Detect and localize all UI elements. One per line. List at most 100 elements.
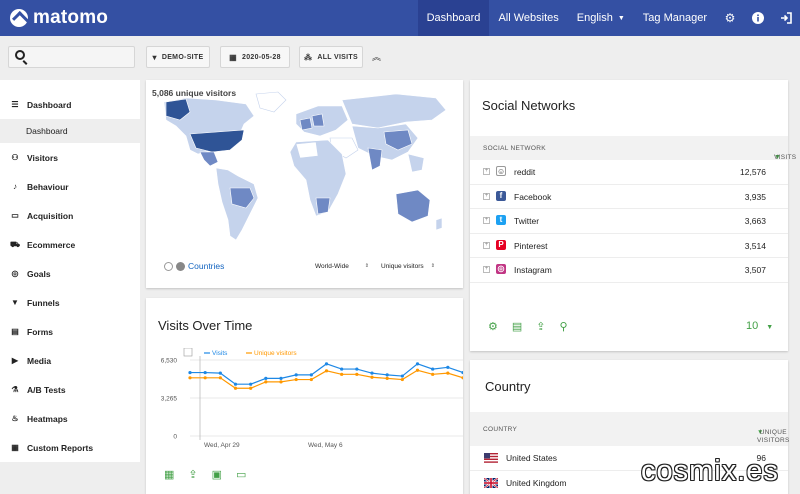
data-point[interactable] <box>415 368 420 372</box>
date-selector[interactable]: ▦ 2020-05-28 <box>220 46 290 68</box>
matomo-logo[interactable]: matomo <box>10 0 108 36</box>
data-point[interactable] <box>309 373 313 377</box>
search-icon[interactable]: ⚲ <box>559 321 568 333</box>
gear-icon[interactable]: ⚙ <box>488 321 498 333</box>
image-icon[interactable]: ▣ <box>211 469 223 481</box>
data-point[interactable] <box>446 371 450 375</box>
data-point[interactable] <box>355 372 359 376</box>
nav-all-websites[interactable]: All Websites <box>498 12 559 24</box>
data-point[interactable] <box>431 367 435 371</box>
table-row[interactable]: + f Facebook 3,935 <box>470 185 788 209</box>
data-point[interactable] <box>203 376 207 380</box>
data-point[interactable] <box>279 376 283 380</box>
region-select[interactable]: World-Wide ⇕ <box>312 260 372 272</box>
collapse-icon[interactable]: ︽ <box>372 52 382 62</box>
sidebar-item-custom-reports[interactable]: ▦ Custom Reports <box>0 433 140 462</box>
binoculars-icon: ⚇ <box>11 153 19 162</box>
legend-label[interactable]: Unique visitors <box>254 350 297 357</box>
site-selector[interactable]: ▾ DEMO-SITE <box>146 46 210 68</box>
table-row[interactable]: + ☺ reddit 12,576 <box>470 160 788 185</box>
sidebar-item-heatmaps[interactable]: ♨ Heatmaps <box>0 404 140 433</box>
expand-row-icon[interactable]: + <box>483 168 490 175</box>
data-point[interactable] <box>218 371 222 375</box>
export-icon[interactable]: ⇪ <box>188 469 198 481</box>
sign-out-icon[interactable] <box>772 0 800 36</box>
country-widget: Country COUNTRY ▼ UNIQUE VISITORS United… <box>470 360 789 494</box>
data-point[interactable] <box>203 370 207 375</box>
data-point[interactable] <box>264 376 268 380</box>
data-point[interactable] <box>188 370 192 375</box>
form-icon: ▤ <box>11 327 19 336</box>
sidebar-item-media[interactable]: ▶ Media <box>0 346 140 375</box>
chart-options-icon[interactable] <box>183 348 193 357</box>
data-point[interactable] <box>294 377 298 382</box>
table-row[interactable]: + ◎ Instagram 3,507 <box>470 258 788 283</box>
data-point[interactable] <box>233 386 238 390</box>
sidebar-item-goals[interactable]: ◎ Goals <box>0 259 140 288</box>
data-point[interactable] <box>264 380 268 384</box>
calendar-icon[interactable]: ▦ <box>164 469 175 481</box>
data-point[interactable] <box>249 382 253 386</box>
table-icon[interactable]: ▤ <box>511 321 523 333</box>
column-header-country[interactable]: COUNTRY <box>483 426 518 433</box>
data-point[interactable] <box>385 376 389 380</box>
data-point[interactable] <box>309 377 313 382</box>
comment-icon[interactable]: ▭ <box>236 469 247 481</box>
column-header-social-network[interactable]: SOCIAL NETWORK <box>483 145 546 152</box>
table-row[interactable]: + P Pinterest 3,514 <box>470 234 788 258</box>
expand-row-icon[interactable]: + <box>483 192 490 200</box>
data-point[interactable] <box>324 362 329 366</box>
nav-tag-manager[interactable]: Tag Manager <box>642 12 707 24</box>
table-row[interactable]: United Kingdom <box>470 471 788 494</box>
data-point[interactable] <box>431 372 435 376</box>
sidebar-item-behaviour[interactable]: ♪ Behaviour <box>0 172 140 201</box>
data-point[interactable] <box>233 382 238 386</box>
nav-language-select[interactable]: English ▼ <box>568 0 634 36</box>
data-point[interactable] <box>249 386 253 390</box>
countries-link[interactable]: Countries <box>164 261 224 271</box>
data-point[interactable] <box>294 373 298 377</box>
data-point[interactable] <box>370 371 374 375</box>
data-point[interactable] <box>400 377 404 382</box>
visits-line-chart[interactable]: 6,530 3,265 0 Wed, Apr 29 Wed, May 6 Visits Un… <box>146 348 463 494</box>
expand-row-icon[interactable]: + <box>483 241 490 249</box>
expand-row-icon[interactable]: + <box>483 266 490 273</box>
table-row[interactable]: + t Twitter 3,663 <box>470 209 788 234</box>
segment-selector[interactable]: ⁂ ALL VISITS <box>299 46 363 68</box>
data-point[interactable] <box>188 376 192 380</box>
sidebar-item-forms[interactable]: ▤ Forms <box>0 317 140 346</box>
sidebar-item-ecommerce[interactable]: ⛟ Ecommerce <box>0 230 140 259</box>
data-point[interactable] <box>385 373 389 377</box>
top-navigation: matomo Dashboard All Websites English ▼ T… <box>0 0 800 36</box>
legend-label[interactable]: Visits <box>212 350 228 357</box>
data-point[interactable] <box>400 374 404 378</box>
nav-dashboard[interactable]: Dashboard <box>417 0 490 36</box>
metric-select[interactable]: Unique visitors ⇕ <box>378 260 438 272</box>
data-point[interactable] <box>446 365 450 369</box>
sidebar-item-acquisition[interactable]: ▭ Acquisition <box>0 201 140 230</box>
data-point[interactable] <box>370 375 374 379</box>
gear-icon[interactable]: ⚙ <box>724 11 736 25</box>
sidebar-subitem-dashboard[interactable]: Dashboard <box>0 119 140 143</box>
data-point[interactable] <box>340 367 344 371</box>
sidebar-item-dashboard[interactable]: ☰ Dashboard <box>0 90 140 119</box>
export-icon[interactable]: ⇪ <box>536 321 546 333</box>
sidebar-item-ab-tests[interactable]: ⚗ A/B Tests <box>0 375 140 404</box>
data-point[interactable] <box>461 376 463 380</box>
data-point[interactable] <box>355 367 359 371</box>
data-point[interactable] <box>415 362 420 366</box>
info-icon[interactable] <box>744 0 772 36</box>
limit-selector[interactable]: 10 ▼ <box>746 320 773 332</box>
sidebar-item-funnels[interactable]: ▼ Funnels <box>0 288 140 317</box>
world-map[interactable] <box>146 80 463 288</box>
data-point[interactable] <box>340 372 344 376</box>
search-icon <box>15 50 25 60</box>
sidebar-item-visitors[interactable]: ⚇ Visitors <box>0 143 140 172</box>
data-point[interactable] <box>324 369 329 373</box>
table-row[interactable]: United States 96 <box>470 446 788 471</box>
data-point[interactable] <box>461 370 463 375</box>
data-point[interactable] <box>279 380 283 384</box>
search-input[interactable] <box>8 46 135 68</box>
data-point[interactable] <box>218 376 222 380</box>
expand-row-icon[interactable]: + <box>483 217 490 224</box>
